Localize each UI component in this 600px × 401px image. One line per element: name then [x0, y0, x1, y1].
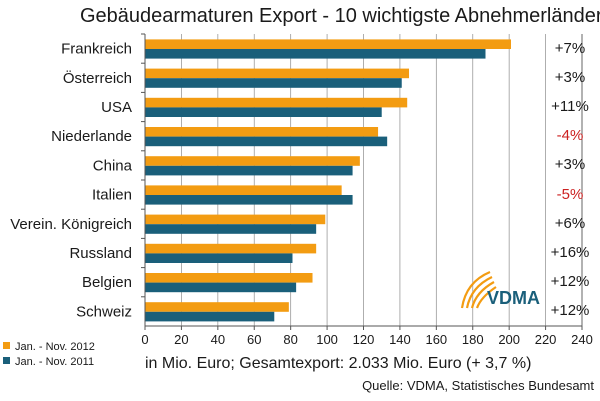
x-tick-label-240: 240: [571, 332, 593, 347]
legend-label-2012: Jan. - Nov. 2012: [15, 341, 95, 353]
category-label-8: Belgien: [82, 274, 132, 291]
bar-2011-2: [145, 107, 382, 117]
category-label-0: Frankreich: [61, 41, 132, 58]
bar-2012-0: [145, 39, 511, 49]
chart-title: Gebäudearmaturen Export - 10 wichtigste …: [80, 5, 600, 27]
bar-2012-1: [145, 68, 410, 79]
bar-2012-4: [145, 156, 360, 166]
bar-2012-5: [145, 185, 342, 195]
bar-2012-6: [145, 214, 326, 225]
category-label-5: Italien: [92, 187, 132, 204]
bar-2012-7: [145, 243, 317, 254]
change-label-8: +12%: [550, 273, 590, 291]
bar-2012-8: [145, 273, 313, 283]
category-label-9: Schweiz: [76, 303, 132, 320]
bar-2011-5: [145, 195, 353, 205]
x-tick-label-40: 40: [211, 332, 225, 347]
change-label-2: +11%: [551, 98, 589, 115]
bar-2011-3: [145, 136, 388, 147]
category-label-6: Verein. Königreich: [10, 216, 132, 233]
bar-2012-9: [145, 302, 289, 312]
category-label-3: Niederlande: [51, 128, 132, 145]
source-note: Quelle: VDMA, Statistisches Bundesamt: [362, 378, 594, 393]
x-axis-label: in Mio. Euro; Gesamtexport: 2.033 Mio. E…: [145, 355, 532, 372]
bar-2011-0: [145, 49, 486, 59]
x-tick-label-20: 20: [174, 332, 188, 347]
vdma-logo: VDMA: [460, 270, 540, 309]
x-tick-label-180: 180: [462, 332, 484, 347]
vdma-logo-text: VDMA: [487, 288, 540, 308]
bar-2012-3: [145, 127, 379, 137]
change-label-4: +3%: [554, 156, 586, 174]
category-label-7: Russland: [69, 245, 132, 262]
bar-2011-8: [145, 282, 297, 293]
bar-2011-9: [145, 311, 275, 322]
x-tick-label-200: 200: [498, 332, 520, 347]
change-label-3: -4%: [556, 127, 584, 145]
category-label-2: USA: [101, 99, 132, 116]
x-tick-label-80: 80: [283, 332, 297, 347]
legend-swatch-2011: [3, 357, 10, 364]
bar-2011-6: [145, 224, 317, 234]
x-tick-label-100: 100: [316, 332, 338, 347]
legend-item-2011: Jan. - Nov. 2011: [3, 356, 94, 369]
legend-item-2012: Jan. - Nov. 2012: [3, 341, 95, 354]
category-label-1: Österreich: [63, 69, 132, 87]
bar-2011-4: [145, 165, 353, 176]
x-tick-label-120: 120: [353, 332, 375, 347]
legend-label-2011: Jan. - Nov. 2011: [15, 356, 95, 368]
change-label-9: +12%: [550, 302, 590, 320]
change-label-6: +6%: [554, 214, 586, 232]
change-label-7: +16%: [550, 244, 590, 261]
bar-2012-2: [145, 97, 408, 108]
change-label-5: -5%: [556, 185, 584, 203]
bar-2011-7: [145, 253, 293, 263]
change-label-0: +7%: [554, 39, 586, 57]
category-label-4: China: [93, 157, 133, 174]
x-tick-label-0: 0: [141, 332, 148, 347]
x-tick-label-140: 140: [389, 332, 411, 347]
x-tick-label-220: 220: [535, 332, 557, 347]
legend-swatch-2012: [3, 342, 10, 349]
change-label-1: +3%: [554, 68, 586, 86]
x-tick-label-160: 160: [425, 332, 447, 347]
x-tick-label-60: 60: [247, 332, 261, 347]
bar-2011-1: [145, 78, 402, 88]
